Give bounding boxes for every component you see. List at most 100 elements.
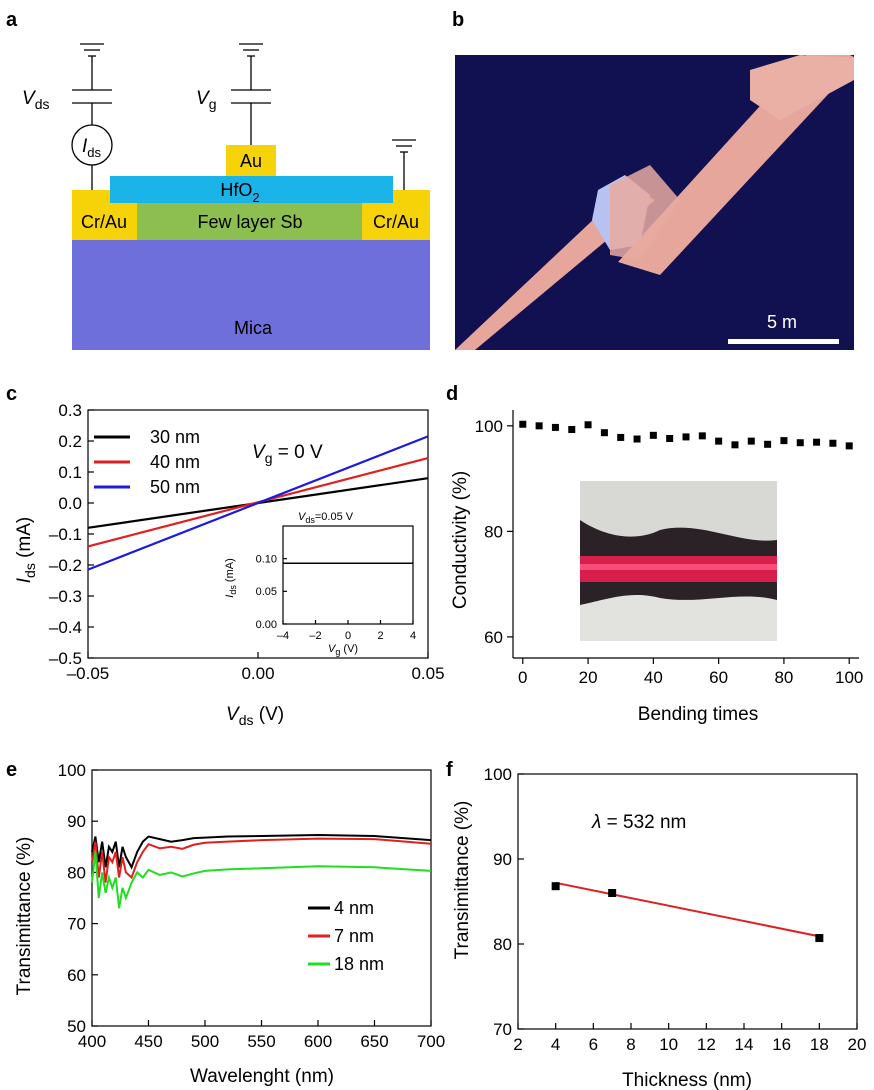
c-inset-frame (282, 525, 414, 625)
inset-annotation: Vds=0.05 V (298, 511, 354, 525)
e-xtick-label: 450 (134, 1032, 162, 1051)
cr-au-left-label: Cr/Au (81, 212, 127, 232)
d-xtick-label: 60 (709, 668, 728, 687)
legend-label: 7 nm (334, 926, 374, 946)
c-inset-xtick-label: 0 (345, 630, 351, 642)
f-data-point (815, 934, 824, 943)
hfo2-layer (110, 176, 393, 203)
d-data-point (829, 439, 837, 447)
device-schematic: Mica Few layer Sb Cr/Au Cr/Au Au HfO2 Vd… (22, 43, 430, 350)
chart-f-annotation: λ = 532 nm (591, 812, 686, 833)
inset-ylabel: Ids (mA) (224, 558, 238, 597)
inset-xlabel: Vg (V) (328, 643, 358, 657)
d-data-point (551, 423, 559, 431)
d-data-point (633, 435, 641, 443)
series-line-4nm (91, 834, 432, 870)
f-xtick-label: 6 (589, 1035, 598, 1054)
au-gate (226, 145, 276, 176)
e-ytick-label: 100 (58, 761, 86, 780)
au-label: Au (240, 151, 262, 171)
legend-label: 40 nm (150, 452, 200, 472)
chart-d-ylabel: Conductivity (%) (450, 471, 471, 609)
c-ytick-label: –0.4 (49, 618, 82, 637)
d-data-point (649, 431, 657, 439)
e-xtick-label: 650 (360, 1032, 388, 1051)
e-ytick-label: 70 (67, 915, 86, 934)
vg-label: Vg (196, 88, 216, 112)
chart-c: –0.05 0.00 0.05 0.3 0.2 0.1 0.0 –0.1 –0.2 –0.3 –0.… (49, 401, 445, 683)
chart-f-xlabel: Thickness (nm) (622, 1070, 752, 1090)
chart-f: 2 4 6 8 10 12 14 16 18 20 100 90 80 70 (484, 765, 867, 1054)
few-layer-sb (137, 203, 362, 240)
d-ytick-label: 80 (484, 522, 503, 541)
c-inset-xtick-label: –4 (277, 630, 289, 642)
f-xtick-label: 2 (513, 1035, 522, 1054)
panel-b-label: b (452, 9, 464, 31)
d-data-point (845, 442, 853, 450)
d-xtick-label: 100 (835, 668, 863, 687)
f-ytick-label: 70 (493, 1020, 512, 1039)
c-inset-ytick-label: 0.00 (256, 619, 277, 631)
mica-substrate (72, 240, 430, 350)
d-data-point (780, 437, 788, 445)
chart-c-annotation: Vg = 0 V (252, 442, 323, 466)
hfo2-label: HfO2 (220, 180, 259, 205)
c-xtick-label: –0.05 (67, 664, 110, 683)
f-xtick-label: 18 (810, 1035, 829, 1054)
c-ytick-label: –0.2 (49, 556, 82, 575)
c-ytick-label: 0.1 (58, 463, 82, 482)
d-data-point (666, 434, 674, 442)
d-data-point (764, 440, 772, 448)
d-data-point (600, 429, 608, 437)
d-ytick-label: 100 (475, 417, 503, 436)
series-line-7nm (91, 837, 432, 883)
legend-label: 30 nm (150, 427, 200, 447)
c-ytick-label: 0.2 (58, 432, 82, 451)
d-data-point (682, 433, 690, 441)
d-data-point (584, 421, 592, 429)
e-ytick-label: 50 (67, 1017, 86, 1036)
f-data-point (551, 882, 560, 891)
d-xtick-label: 0 (518, 668, 527, 687)
f-xtick-label: 14 (735, 1035, 754, 1054)
panel-f-label: f (446, 759, 453, 781)
c-ytick-label: 0.3 (58, 401, 82, 420)
e-xtick-label: 550 (247, 1032, 275, 1051)
e-xtick-label: 500 (191, 1032, 219, 1051)
f-fit-line (555, 881, 820, 938)
c-inset-xtick-label: –2 (309, 630, 321, 642)
c-inset-xtick-label: 4 (410, 630, 416, 642)
e-frame (91, 769, 432, 1027)
f-xtick-label: 16 (772, 1035, 791, 1054)
e-ytick-label: 90 (67, 812, 86, 831)
vds-label: Vds (22, 88, 49, 112)
d-xtick-label: 40 (644, 668, 663, 687)
d-data-point (698, 432, 706, 440)
legend-label: 4 nm (334, 898, 374, 918)
cr-au-right-label: Cr/Au (373, 212, 419, 232)
e-xtick-label: 600 (304, 1032, 332, 1051)
e-xtick-label: 700 (417, 1032, 445, 1051)
f-frame (517, 773, 858, 1030)
d-ytick-label: 60 (484, 628, 503, 647)
legend-label: 18 nm (334, 954, 384, 974)
chart-d-xlabel: Bending times (638, 704, 758, 725)
panel-d-label: d (446, 383, 458, 405)
e-xtick-label: 400 (78, 1032, 106, 1051)
d-data-point (519, 420, 527, 428)
mica-label: Mica (234, 318, 273, 338)
f-xtick-label: 12 (697, 1035, 716, 1054)
f-xtick-label: 4 (551, 1035, 560, 1054)
chart-d: 0 20 40 60 80 100 100 80 60 (475, 410, 863, 687)
c-ytick-label: –0.3 (49, 587, 82, 606)
d-data-point (747, 437, 755, 445)
d-xtick-label: 80 (774, 668, 793, 687)
chart-e-ylabel: Transimittance (%) (14, 837, 35, 996)
chart-e: 400 450 500 550 600 650 700 100 90 80 70 60 50 4 nm 7 … (58, 761, 446, 1051)
d-data-point (535, 422, 543, 430)
c-ytick-label: –0.5 (49, 649, 82, 668)
d-data-point (731, 441, 739, 449)
c-ytick-label: 0.0 (58, 494, 82, 513)
c-xtick-label: 0.05 (411, 664, 444, 683)
